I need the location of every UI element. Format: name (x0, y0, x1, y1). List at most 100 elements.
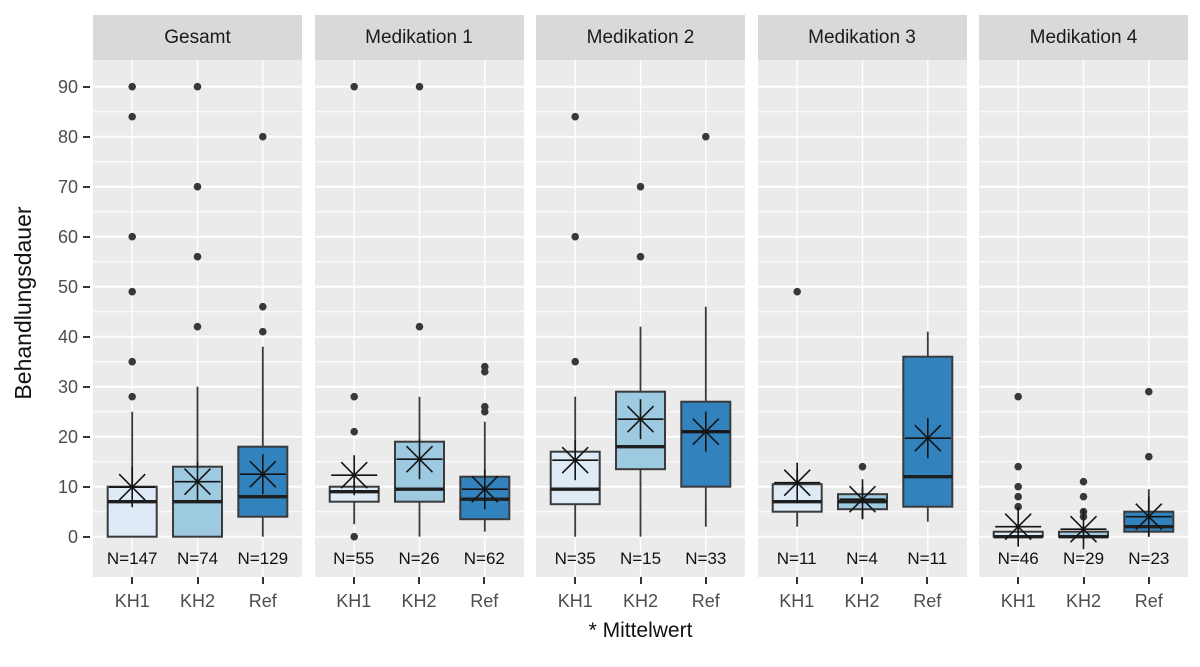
x-tick-label: KH2 (844, 591, 880, 611)
box-group-kh2 (393, 82, 445, 537)
x-tick-label: KH2 (179, 591, 215, 611)
x-tick-label: KH2 (622, 591, 658, 611)
n-label: N=74 (176, 549, 219, 568)
mean-asterisk (995, 506, 1042, 547)
y-tick-label: 20 (57, 426, 78, 447)
outlier-point (858, 462, 866, 471)
n-label: N=55 (333, 549, 375, 568)
outlier-point (349, 532, 358, 541)
y-tick-label: 90 (57, 76, 78, 97)
y-tick-label: 30 (57, 376, 78, 397)
box-group-ref (458, 362, 510, 532)
x-tick-label: Ref (913, 591, 942, 611)
plot-area: N=55 N=26 N=62 (314, 60, 524, 577)
y-axis-title: Behandlungsdauer (10, 206, 36, 400)
outlier-point (571, 357, 579, 366)
panel-medikation-1: Medikation 1 N=55 N=26 N=62 KH1 KH2 Ref (314, 0, 524, 667)
y-tick-label: 70 (57, 176, 78, 197)
x-tick-label: KH1 (557, 591, 593, 611)
x-tick-label: Ref (470, 591, 499, 611)
x-tick-label: Ref (691, 591, 720, 611)
outlier-point (571, 112, 579, 121)
y-tick-mark (83, 235, 90, 238)
mean-asterisk (174, 461, 221, 502)
x-tick-mark (704, 577, 707, 584)
outlier-point (571, 232, 579, 241)
strip-label: Medikation 3 (808, 26, 916, 48)
n-label: N=35 (554, 549, 596, 568)
strip-medikation-1: Medikation 1 (314, 15, 524, 60)
strip-label: Medikation 1 (365, 26, 473, 48)
box-group-kh1 (771, 287, 823, 527)
strip-medikation-4: Medikation 4 (979, 15, 1188, 60)
plot-area: N=46 N=29 N=23 (979, 60, 1188, 577)
strip-medikation-3: Medikation 3 (757, 15, 967, 60)
x-tick-label: Ref (248, 591, 277, 611)
mean-asterisk (839, 479, 885, 520)
outlier-point (415, 82, 423, 91)
plot-area: N=35 N=15 N=33 (536, 60, 745, 577)
outlier-point (259, 302, 267, 311)
outlier-point (128, 112, 136, 121)
x-tick-label: KH1 (114, 591, 150, 611)
y-tick-mark (83, 285, 90, 288)
outlier-point (193, 82, 202, 91)
outlier-point (702, 132, 710, 141)
outlier-point (415, 322, 423, 331)
n-label: N=129 (237, 549, 289, 568)
x-tick-mark (196, 577, 199, 584)
plot-area: N=147 N=74 N=129 (93, 60, 302, 577)
x-tick-mark (861, 577, 863, 584)
box-group-ref (901, 331, 953, 522)
panel-gesamt: Gesamt N=147 N=74 N=129 KH1 KH2 Ref (93, 0, 302, 667)
outlier-point (1145, 452, 1153, 461)
outlier-point (1145, 387, 1153, 396)
n-label: N=23 (1128, 549, 1170, 568)
box-group-kh1 (328, 82, 380, 541)
outlier-point (1079, 477, 1088, 486)
y-tick-mark (83, 185, 90, 188)
y-tick-label: 0 (67, 526, 78, 547)
mean-asterisk (330, 455, 377, 496)
outlier-point (792, 287, 801, 296)
plot-area: N=11 N=4 N=11 (757, 60, 967, 577)
mean-asterisk (396, 439, 442, 480)
plot-svg (979, 60, 1188, 577)
y-tick-mark (83, 135, 90, 138)
x-tick-mark (261, 577, 264, 584)
outlier-point (636, 252, 645, 261)
outlier-point (1014, 462, 1022, 471)
mean-asterisk (1125, 496, 1172, 537)
box-group-kh2 (1058, 477, 1109, 550)
mean-asterisk (682, 411, 729, 452)
n-label: N=29 (1062, 549, 1105, 568)
outlier-point (349, 392, 358, 401)
box-group-ref (237, 132, 289, 537)
panel-medikation-2: Medikation 2 N=35 N=15 N=33 KH1 KH2 Ref (536, 0, 745, 667)
strip-label: Medikation 2 (586, 26, 695, 48)
x-tick-label: KH2 (401, 591, 437, 611)
outlier-point (636, 182, 645, 191)
box-group-kh1 (106, 82, 158, 538)
x-tick-mark (1017, 577, 1020, 584)
y-tick-mark (83, 485, 90, 488)
mean-asterisk (773, 462, 820, 503)
n-label: N=46 (997, 549, 1039, 568)
x-tick-mark (574, 577, 577, 584)
y-tick-mark (83, 385, 90, 388)
outlier-point (1079, 492, 1088, 501)
outlier-point (193, 182, 202, 191)
outlier-point (349, 427, 358, 436)
x-tick-mark (639, 577, 642, 584)
x-tick-label: KH2 (1065, 591, 1101, 611)
x-tick-label: KH1 (779, 591, 815, 611)
outlier-point (480, 362, 489, 371)
n-label: N=11 (776, 549, 817, 568)
y-tick-mark (83, 435, 90, 438)
mean-asterisk (239, 454, 286, 495)
outlier-point (480, 402, 489, 411)
outlier-point (1014, 492, 1022, 501)
y-tick-label: 10 (57, 476, 78, 497)
y-tick-label: 80 (57, 126, 78, 147)
outlier-point (128, 287, 136, 296)
